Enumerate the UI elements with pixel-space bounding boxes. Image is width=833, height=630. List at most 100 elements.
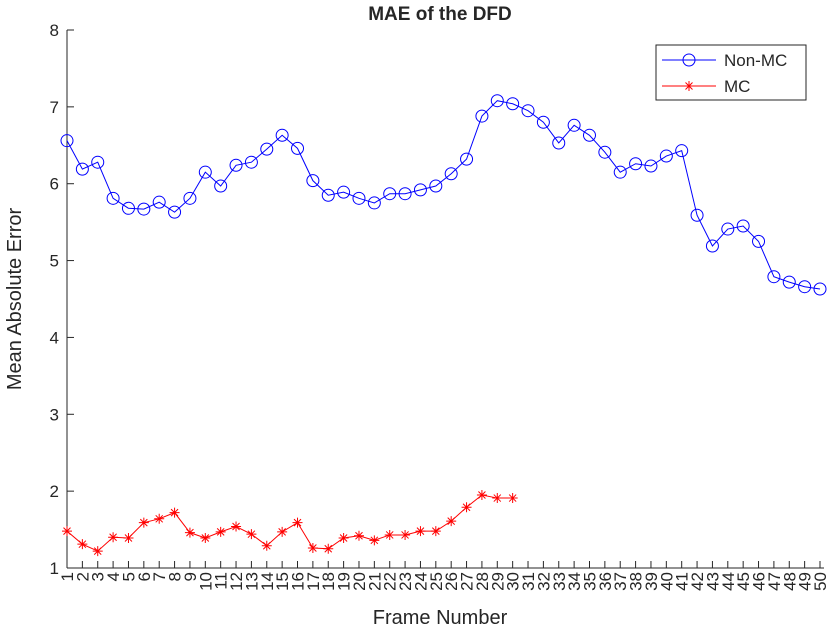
y-tick-label: 4 — [50, 328, 59, 347]
marker — [123, 533, 134, 544]
marker — [613, 165, 627, 179]
marker — [137, 202, 151, 216]
x-tick-label: 20 — [350, 572, 369, 591]
marker — [108, 532, 119, 543]
marker — [415, 526, 426, 537]
marker — [398, 187, 412, 201]
legend-label: Non-MC — [724, 51, 787, 70]
marker — [367, 196, 381, 210]
marker — [275, 128, 289, 142]
marker — [307, 543, 318, 554]
x-tick-label: 39 — [642, 572, 661, 591]
marker — [198, 165, 212, 179]
y-axis-label: Mean Absolute Error — [4, 208, 26, 391]
marker — [675, 144, 689, 158]
marker — [567, 118, 581, 132]
marker — [337, 185, 351, 199]
marker — [782, 275, 796, 289]
x-tick-label: 31 — [519, 572, 538, 591]
x-tick-label: 5 — [119, 572, 138, 581]
marker — [506, 97, 520, 111]
marker — [476, 489, 487, 500]
marker — [138, 517, 149, 528]
x-tick-label: 35 — [580, 572, 599, 591]
legend-marker — [682, 53, 696, 67]
marker — [200, 533, 211, 544]
x-tick-label: 1 — [58, 572, 77, 581]
marker — [413, 183, 427, 197]
marker — [121, 201, 135, 215]
x-tick-label: 38 — [627, 572, 646, 591]
x-axis-label: Frame Number — [373, 607, 508, 629]
legend-box — [655, 44, 807, 101]
marker — [231, 521, 242, 532]
marker — [169, 507, 180, 518]
marker — [659, 149, 673, 163]
x-tick-label: 18 — [319, 572, 338, 591]
x-tick-label: 12 — [227, 572, 246, 591]
x-tick-label: 40 — [657, 572, 676, 591]
marker — [460, 152, 474, 166]
y-tick-label: 5 — [50, 252, 59, 271]
x-tick-label: 25 — [427, 572, 446, 591]
marker — [552, 136, 566, 150]
x-tick-label: 16 — [289, 572, 308, 591]
marker — [229, 158, 243, 172]
marker — [721, 222, 735, 236]
x-tick-label: 42 — [688, 572, 707, 591]
marker — [246, 529, 257, 540]
marker — [92, 546, 103, 557]
marker — [400, 529, 411, 540]
y-tick-label: 6 — [50, 175, 59, 194]
marker — [490, 94, 504, 108]
marker — [338, 533, 349, 544]
marker — [813, 282, 827, 296]
x-tick-label: 10 — [196, 572, 215, 591]
marker — [369, 535, 380, 546]
x-tick-label: 6 — [135, 572, 154, 581]
x-tick-label: 29 — [488, 572, 507, 591]
x-tick-label: 37 — [611, 572, 630, 591]
x-tick-label: 22 — [381, 572, 400, 591]
marker — [277, 526, 288, 537]
marker — [475, 109, 489, 123]
marker — [91, 155, 105, 169]
x-tick-label: 24 — [411, 572, 430, 591]
marker — [152, 195, 166, 209]
x-tick-label: 15 — [273, 572, 292, 591]
y-tick-label: 7 — [50, 98, 59, 117]
marker — [507, 493, 518, 504]
marker — [598, 145, 612, 159]
x-tick-label: 21 — [365, 572, 384, 591]
marker — [184, 527, 195, 538]
marker — [306, 174, 320, 188]
x-tick-label: 19 — [335, 572, 354, 591]
marker — [154, 513, 165, 524]
marker — [384, 529, 395, 540]
marker — [461, 502, 472, 513]
marker — [183, 191, 197, 205]
marker — [215, 526, 226, 537]
x-tick-label: 30 — [504, 572, 523, 591]
marker — [705, 239, 719, 253]
x-tick-label: 47 — [765, 572, 784, 591]
x-tick-label: 46 — [750, 572, 769, 591]
marker — [521, 104, 535, 118]
x-tick-label: 27 — [458, 572, 477, 591]
x-tick-label: 49 — [796, 572, 815, 591]
x-tick-label: 11 — [212, 572, 231, 590]
marker — [536, 115, 550, 129]
marker — [168, 205, 182, 219]
marker — [106, 191, 120, 205]
series-line — [66, 494, 513, 552]
marker — [430, 526, 441, 537]
marker — [214, 179, 228, 193]
marker — [292, 517, 303, 528]
marker — [752, 234, 766, 248]
x-tick-label: 28 — [473, 572, 492, 591]
marker — [261, 540, 272, 551]
y-tick-label: 2 — [50, 482, 59, 501]
marker — [736, 219, 750, 233]
marker — [444, 167, 458, 181]
